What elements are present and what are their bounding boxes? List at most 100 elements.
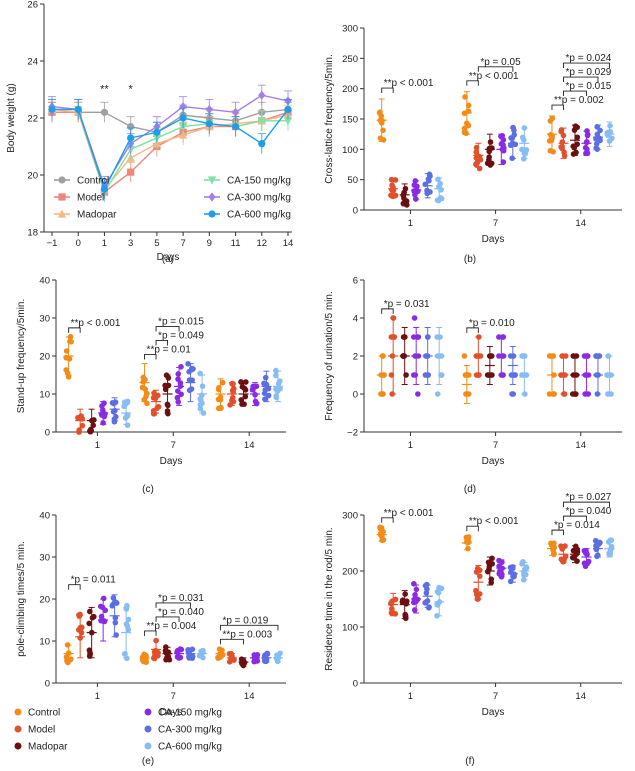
data-point (67, 338, 73, 345)
data-point (412, 353, 418, 359)
x-tick-label: 5 (154, 238, 159, 249)
legend-marker (58, 176, 66, 184)
panel-label: (b) (464, 254, 476, 265)
data-point (561, 391, 567, 397)
data-point (559, 139, 566, 145)
data-point (175, 376, 181, 382)
data-point (258, 90, 266, 100)
data-point (125, 616, 132, 623)
data-point (593, 141, 600, 147)
y-tick-label: 30 (39, 553, 50, 564)
data-point (546, 138, 553, 144)
data-point (486, 145, 493, 152)
y-tick-label: 100 (342, 623, 358, 634)
x-tick-label: 14 (244, 691, 255, 702)
data-point (162, 382, 168, 389)
data-point (127, 168, 135, 176)
data-point (413, 586, 420, 593)
legend-marker (144, 708, 152, 716)
data-point (434, 612, 440, 619)
significance-label: **p = 0.004 (147, 621, 197, 632)
data-point (228, 651, 234, 658)
panel-label: (d) (464, 484, 476, 495)
data-point (560, 558, 567, 565)
data-point (100, 108, 109, 116)
data-point (164, 401, 171, 408)
y-tick-label: 0 (45, 428, 50, 439)
data-point (67, 333, 74, 340)
data-point (484, 568, 491, 575)
data-point (165, 375, 172, 381)
data-point (389, 334, 396, 340)
legend-label: CA-300 mg/kg (158, 725, 222, 736)
data-point (380, 127, 386, 134)
data-point (253, 654, 260, 661)
y-tick-label: 0 (353, 679, 358, 690)
data-point (150, 410, 157, 417)
data-point (596, 541, 602, 547)
data-point (508, 569, 514, 575)
data-point (155, 392, 161, 399)
data-point (113, 632, 119, 638)
y-tick-label: 20 (39, 352, 50, 363)
data-point (124, 422, 131, 428)
data-point (582, 144, 589, 151)
data-point (426, 171, 433, 178)
data-point (548, 540, 554, 547)
data-point (377, 117, 384, 124)
significance-bracket (68, 327, 81, 333)
data-point (229, 394, 236, 401)
data-point (261, 380, 267, 387)
significance-bracket (155, 602, 192, 608)
data-point (186, 377, 193, 383)
data-point (277, 385, 283, 392)
data-point (434, 391, 441, 397)
data-point (403, 372, 409, 378)
data-point (500, 159, 507, 165)
data-point (412, 372, 419, 378)
x-tick-label: 11 (231, 238, 241, 249)
data-point (64, 642, 71, 648)
data-point (574, 134, 581, 141)
legend-label: CA-150 mg/kg (227, 176, 291, 187)
significance-label: *p = 0.014 (554, 520, 600, 531)
data-point (582, 372, 589, 378)
data-point (511, 127, 517, 134)
data-point (215, 386, 222, 393)
data-point (411, 607, 418, 613)
data-point (139, 654, 146, 660)
significance-bracket (551, 104, 564, 111)
data-point (100, 595, 107, 602)
data-point (412, 196, 419, 202)
significance-bracket (563, 62, 610, 69)
data-point (474, 596, 481, 602)
data-point (79, 422, 86, 429)
data-point (48, 105, 56, 114)
data-point (163, 644, 169, 650)
x-tick-label: 1 (408, 440, 413, 451)
data-point (110, 400, 117, 407)
data-point (473, 353, 480, 359)
x-tick-label: 1 (95, 440, 100, 451)
data-point (127, 134, 135, 142)
data-point (390, 315, 397, 321)
data-point (411, 315, 418, 321)
x-tick-label: 7 (171, 691, 176, 702)
data-point (140, 378, 147, 385)
legend-label: Model (77, 193, 104, 204)
legend-marker (144, 742, 152, 750)
panel-e-scatter-chart: 0 10 20 30 40 pole-climbing times/5 min. Days (… (16, 511, 286, 767)
legend-label: CA-300 mg/kg (227, 193, 291, 204)
data-point (520, 577, 527, 583)
x-axis-title: Days (160, 456, 183, 467)
data-point (520, 155, 527, 162)
y-axis-title: Cross-lattice frequency/5min. (324, 54, 335, 184)
data-point (573, 372, 580, 378)
legend-label: Model (28, 725, 55, 736)
x-axis-title: Days (482, 707, 505, 718)
data-point (463, 130, 469, 137)
legend-marker (14, 725, 22, 733)
data-point (474, 372, 480, 378)
data-point (238, 397, 245, 403)
data-point (240, 659, 246, 666)
